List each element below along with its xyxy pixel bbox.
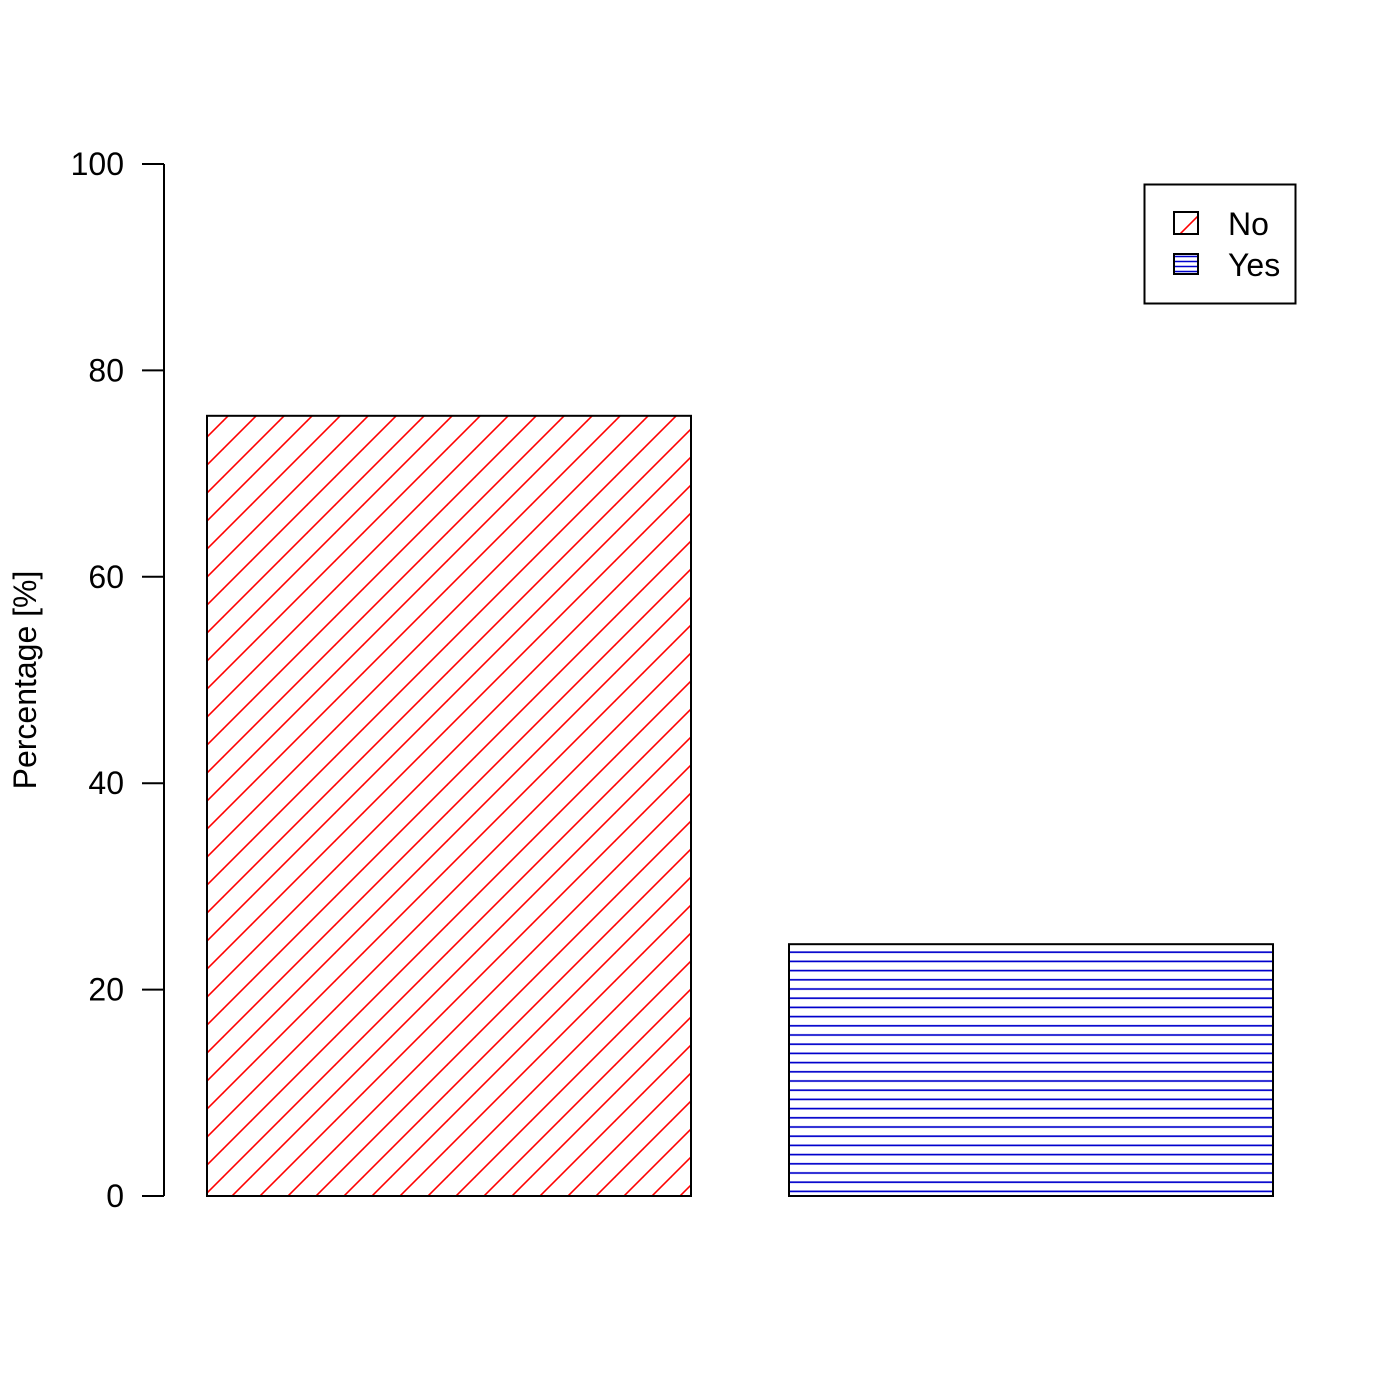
y-axis: 0 20 40 60 80 100 <box>71 146 165 1214</box>
legend-box <box>1143 183 1297 305</box>
legend: No Yes <box>1143 183 1297 305</box>
y-tick-label: 80 <box>88 352 124 388</box>
bars <box>206 414 1274 1198</box>
y-tick-label: 40 <box>88 765 124 801</box>
legend-label-no: No <box>1228 206 1269 242</box>
legend-label-yes: Yes <box>1228 247 1280 283</box>
y-tick-label: 20 <box>88 972 124 1008</box>
y-tick-label: 60 <box>88 559 124 595</box>
y-axis-label: Percentage [%] <box>7 571 43 790</box>
bar-no <box>206 414 692 1198</box>
legend-swatch-yes <box>1173 253 1199 275</box>
legend-swatch-no <box>1173 211 1199 235</box>
y-tick-label: 0 <box>106 1178 124 1214</box>
bar-yes <box>788 943 1274 1198</box>
y-tick-label: 100 <box>71 146 124 182</box>
